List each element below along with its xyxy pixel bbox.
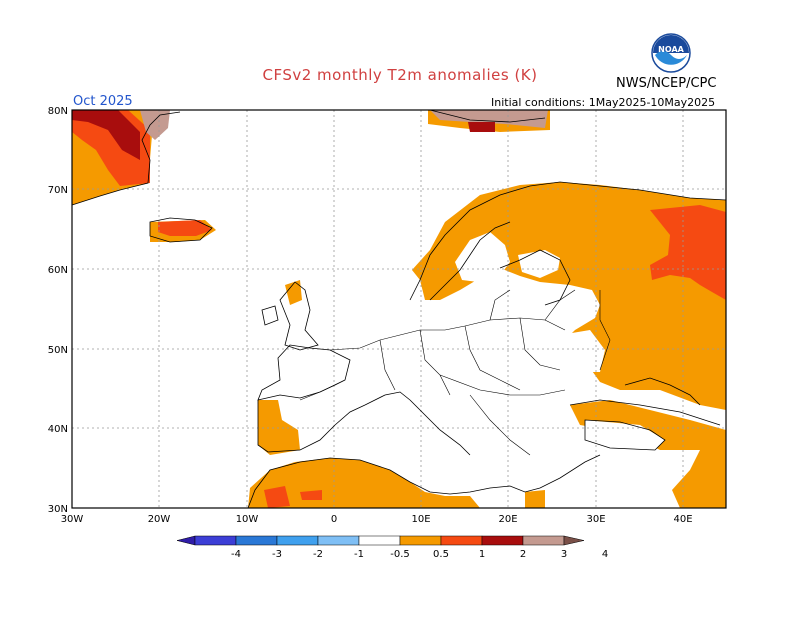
greenland-rosy	[140, 110, 170, 140]
colorbar-segment	[358, 535, 401, 546]
lat-label: 60N	[48, 265, 68, 276]
map-frame	[71, 109, 727, 509]
country-borders	[299, 289, 611, 456]
forecast-month: Oct 2025	[73, 94, 133, 109]
colorbar-label: 1	[479, 549, 485, 560]
lon-label: 40E	[673, 514, 692, 525]
colorbar-segment	[522, 535, 565, 546]
lon-label: 20W	[148, 514, 171, 525]
noaa-logo-icon: NOAA	[651, 33, 691, 73]
lon-axis: 30W 20W 10W 0 10E 20E 30E 40E	[61, 514, 693, 525]
morocco-red	[264, 486, 290, 508]
baltic-white	[500, 282, 570, 335]
colorbar-label: 4	[602, 549, 608, 560]
colorbar-end-high	[563, 535, 585, 546]
colorbar-segment	[235, 535, 278, 546]
colorbar-end-low	[176, 535, 196, 546]
colorbar-label: -4	[231, 549, 241, 560]
algeria-red	[300, 490, 322, 500]
svalbard-rosy	[430, 110, 548, 128]
lat-label: 40N	[48, 424, 68, 435]
lon-label: 30W	[61, 514, 84, 525]
anomaly-shading	[72, 110, 726, 508]
colorbar: -4 -3 -2 -1 -0.5 0.5 1 2 3 4	[176, 535, 608, 560]
lat-label: 50N	[48, 345, 68, 356]
initial-conditions: Initial conditions: 1May2025-10May2025	[491, 96, 716, 109]
lat-label: 30N	[48, 504, 68, 515]
russia-red	[650, 205, 726, 300]
lon-label: 20E	[498, 514, 517, 525]
lon-label: 30E	[586, 514, 605, 525]
colorbar-segment	[440, 535, 483, 546]
colorbar-label: 2	[520, 549, 526, 560]
colorbar-label: -0.5	[390, 549, 410, 560]
lat-label: 80N	[48, 106, 68, 117]
colorbar-label: -2	[313, 549, 323, 560]
turkey-white	[585, 420, 665, 450]
colorbar-label: 3	[561, 549, 567, 560]
sweden-white	[455, 232, 510, 282]
iceland-red	[158, 220, 212, 236]
graticule	[72, 110, 726, 508]
lat-axis: 30N 40N 50N 60N 70N 80N	[48, 106, 68, 515]
colorbar-segment	[194, 535, 237, 546]
colorbar-label: 0.5	[433, 549, 449, 560]
iberia-orange	[258, 400, 300, 455]
colorbar-segment	[276, 535, 319, 546]
ukraine-white	[558, 330, 605, 372]
lon-label: 10E	[411, 514, 430, 525]
lat-label: 70N	[48, 185, 68, 196]
scotland-orange	[285, 280, 302, 305]
finland-white	[518, 250, 560, 278]
logo-text: NOAA	[658, 45, 684, 54]
lon-label: 10W	[236, 514, 259, 525]
colorbar-segment	[399, 535, 442, 546]
coastlines	[71, 109, 727, 509]
agency-label: NWS/NCEP/CPC	[616, 76, 717, 91]
caucasus-orange	[570, 400, 726, 508]
lon-label: 0	[331, 514, 337, 525]
colorbar-segment	[481, 535, 524, 546]
colorbar-label: -3	[272, 549, 282, 560]
colorbar-label: -1	[354, 549, 364, 560]
map-title: CFSv2 monthly T2m anomalies (K)	[262, 66, 538, 84]
egypt-orange	[525, 490, 545, 508]
svalbard-darkred	[468, 122, 495, 132]
colorbar-segment	[317, 535, 360, 546]
greenland-darkred	[72, 110, 140, 160]
